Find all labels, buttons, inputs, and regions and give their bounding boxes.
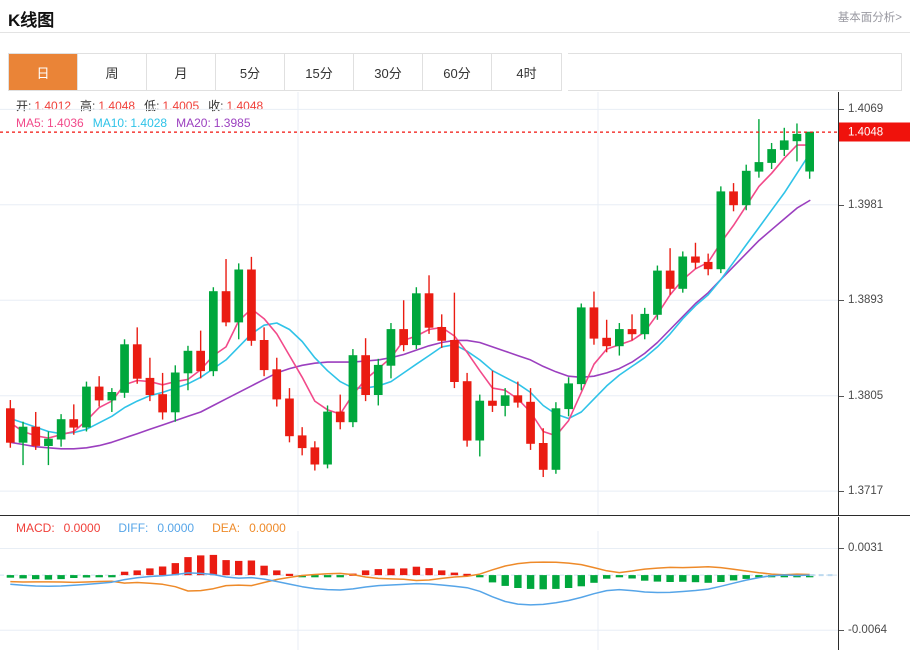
last-price-value: 1.4048 [848,126,884,139]
ma20-value: 1.3985 [213,116,251,130]
macd-plot[interactable] [0,517,838,650]
price-chart-panel: 开: 1.4012 高: 1.4048 低: 1.4005 收: 1.4048 MA5: 1.4… [0,92,910,516]
diff-label: DIFF: [118,521,149,535]
page-title: K线图 [8,11,55,30]
fundamental-analysis-link[interactable]: 基本面分析> [837,12,902,24]
tab-label: 30分 [374,65,402,81]
tab-2[interactable]: 月 [147,54,216,90]
price-tick-mark [839,204,844,206]
price-tick-mark [839,395,844,397]
tab-label: 周 [105,65,119,81]
price-tick-label: 1.3981 [839,199,883,211]
period-tab-bar: 日 周 月 5分 15分 30分 60分 4时 [8,53,562,91]
dea-label-value: DEA: 0.0000 [212,521,295,535]
tab-bar-filler [568,53,902,91]
price-tick-mark [839,300,844,302]
last-price-badge: 1.4048 [839,122,910,142]
ma5-value: 1.4036 [47,116,84,130]
price-tick-mark [839,109,844,111]
page-header: K线图 基本面分析> [0,0,910,33]
macd-tick-mark [839,548,844,550]
macd-tick-mark [839,630,844,632]
price-tick-label: 1.3805 [839,390,883,402]
tab-0[interactable]: 日 [9,54,78,90]
tab-5[interactable]: 30分 [354,54,423,90]
tab-label: 4时 [516,65,537,81]
tab-4[interactable]: 15分 [285,54,354,90]
ma5-label: MA5: [16,116,45,130]
ma-row: MA5: 1.4036 MA10: 1.4028 MA20: 1.3985 [16,115,266,132]
macd-legend: MACD: 0.0000 DIFF: 0.0000 DEA: 0.0000 [16,521,304,535]
price-tick-label: 1.3717 [839,485,883,497]
tab-label: 60分 [443,65,471,81]
tab-label: 日 [36,65,50,81]
macd-label-value: MACD: 0.0000 [16,521,109,535]
candlestick-plot[interactable] [0,92,838,515]
ma10-label: MA10: [92,116,128,130]
diff-value: 0.0000 [157,521,195,535]
ma10-value: 1.4028 [130,116,168,130]
tab-3[interactable]: 5分 [216,54,285,90]
price-tick-label: 1.3893 [839,294,883,306]
tab-7[interactable]: 4时 [492,54,561,90]
tab-label: 15分 [305,65,333,81]
dea-label: DEA: [212,521,241,535]
tab-1[interactable]: 周 [78,54,147,90]
macd-value: 0.0000 [63,521,101,535]
macd-axis: 0.0031 -0.0064 [838,517,910,650]
dea-value: 0.0000 [249,521,286,535]
tab-label: 月 [174,65,188,81]
macd-label: MACD: [16,521,55,535]
price-tick-mark [839,491,844,493]
macd-panel: MACD: 0.0000 DIFF: 0.0000 DEA: 0.0000 0.0031 -… [0,517,910,650]
macd-tick-label: -0.0064 [839,624,887,636]
tab-label: 5分 [239,65,261,81]
ma20-label: MA20: [176,116,211,130]
tab-6[interactable]: 60分 [423,54,492,90]
price-axis: 1.4069 1.4048 1.3981 1.3893 1.3805 1.3717 [838,92,910,515]
macd-tick-label: 0.0031 [839,542,883,554]
price-tick-label: 1.4069 [839,103,883,115]
diff-label-value: DIFF: 0.0000 [118,521,203,535]
